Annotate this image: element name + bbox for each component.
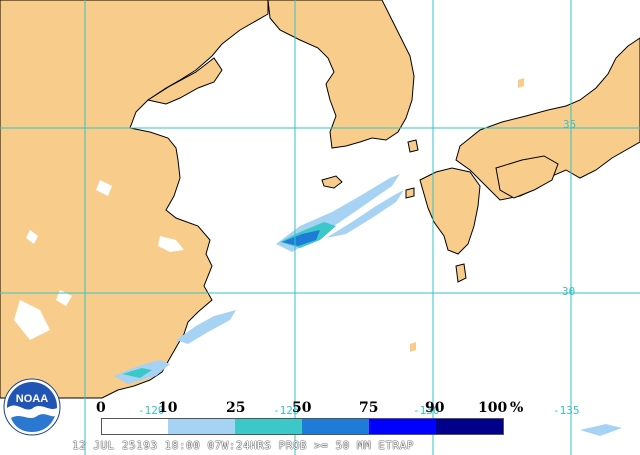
- land-island: [455, 263, 467, 283]
- legend-tick: 50: [292, 400, 312, 416]
- land-shandong: [146, 57, 223, 105]
- legend-swatch: [235, 418, 303, 435]
- prob-10-region: [176, 310, 236, 344]
- inland-water: [158, 236, 184, 252]
- inland-water: [96, 180, 112, 196]
- inland-water: [56, 290, 72, 306]
- land-kyushu: [419, 167, 481, 255]
- land-korea: [267, 0, 415, 149]
- legend-tick: 75: [359, 400, 379, 416]
- noaa-logo-icon: NOAA: [3, 378, 61, 436]
- prob-25-region: [122, 368, 152, 378]
- land-shikoku: [495, 155, 559, 199]
- map-caption: 12 JUL 25193 18:00 07W:24HRS PROB >= 50 …: [72, 439, 414, 452]
- latitude-label: 30: [562, 285, 576, 298]
- longitude-label: -135: [553, 404, 580, 417]
- legend-unit: %: [510, 400, 524, 416]
- land-honshu: [455, 37, 640, 201]
- land-island: [410, 342, 416, 352]
- legend-tick: 90: [425, 400, 445, 416]
- latitude-label: 35: [563, 118, 577, 131]
- legend-tick: 10: [158, 400, 178, 416]
- prob-10-region: [580, 424, 622, 436]
- longitude-label: -130: [413, 404, 440, 417]
- inland-water: [26, 230, 38, 244]
- longitude-label: -125: [273, 404, 300, 417]
- land-island: [405, 187, 415, 199]
- inland-water: [14, 300, 50, 340]
- longitude-label: -120: [138, 404, 165, 417]
- land-jeju: [321, 175, 343, 189]
- legend-tick: 0: [96, 400, 106, 416]
- legend-swatch: [101, 418, 169, 435]
- prob-10-region: [326, 190, 404, 238]
- land-island: [407, 139, 419, 153]
- prob-50-region: [282, 230, 320, 246]
- legend-swatch: [168, 418, 236, 435]
- logo-text: NOAA: [16, 393, 48, 405]
- probability-field: [114, 174, 622, 436]
- legend-tick: 25: [226, 400, 246, 416]
- legend-swatch: [302, 418, 370, 435]
- legend-swatch: [369, 418, 437, 435]
- land-island: [518, 78, 524, 88]
- legend-tick: 100: [478, 400, 508, 416]
- legend-swatch: [436, 418, 504, 435]
